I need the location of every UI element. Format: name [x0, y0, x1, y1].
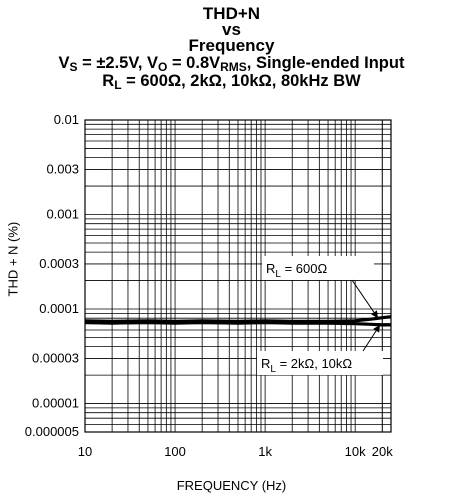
y-axis-label: THD + N (%)	[5, 221, 21, 297]
annotation-rl-2k-10k-arrowhead	[373, 324, 380, 333]
chart-title-line1: THD+N	[202, 4, 261, 23]
x-tick-label: 20k	[372, 444, 393, 459]
chart-series	[84, 315, 392, 327]
y-tick-label: 0.0003	[39, 256, 79, 271]
chart-tick-labels: 0.01 0.003 0.001 0.0003 0.0001 0.00003 0.00001…	[25, 112, 393, 459]
y-tick-label: 0.0001	[39, 301, 79, 316]
x-tick-label: 1k	[258, 444, 272, 459]
y-tick-label: 0.00001	[32, 396, 79, 411]
x-tick-label: 100	[164, 444, 186, 459]
chart-title-line2: vs	[222, 20, 241, 39]
y-tick-label: 0.003	[46, 161, 79, 176]
y-tick-label: 0.01	[54, 112, 79, 127]
annotation-rl-600: RL = 600Ω	[266, 261, 327, 280]
series-line-rl-600	[84, 315, 392, 323]
annotation-rl-2k-10k-bg	[257, 351, 383, 375]
chart-subtitle-loads: RL = 600Ω, 2kΩ, 10kΩ, 80kHz BW	[102, 72, 361, 92]
y-tick-label: 0.001	[46, 207, 79, 222]
annotation-rl-2k-10k: RL = 2kΩ, 10kΩ	[261, 356, 352, 375]
x-tick-label: 10	[78, 444, 92, 459]
y-tick-label: 0.000005	[25, 424, 79, 439]
plot-frame	[84, 119, 392, 433]
y-tick-label: 0.00003	[32, 350, 79, 365]
series-line-rl-2k-10k	[84, 320, 391, 327]
chart-subtitle-conditions: VS = ±2.5V, VO = 0.8VRMS, Single-ended I…	[58, 54, 405, 74]
chart-annotations: RL = 600Ω RL = 2kΩ, 10kΩ	[257, 256, 383, 375]
x-axis-label: FREQUENCY (Hz)	[176, 478, 287, 493]
annotation-rl-600-bg	[262, 256, 374, 280]
annotation-rl-600-arrow	[351, 279, 379, 319]
chart-title-line3: Frequency	[188, 36, 275, 55]
x-tick-label: 10k	[345, 444, 366, 459]
annotation-rl-600-arrowhead	[371, 310, 378, 319]
chart-grid	[84, 119, 392, 433]
